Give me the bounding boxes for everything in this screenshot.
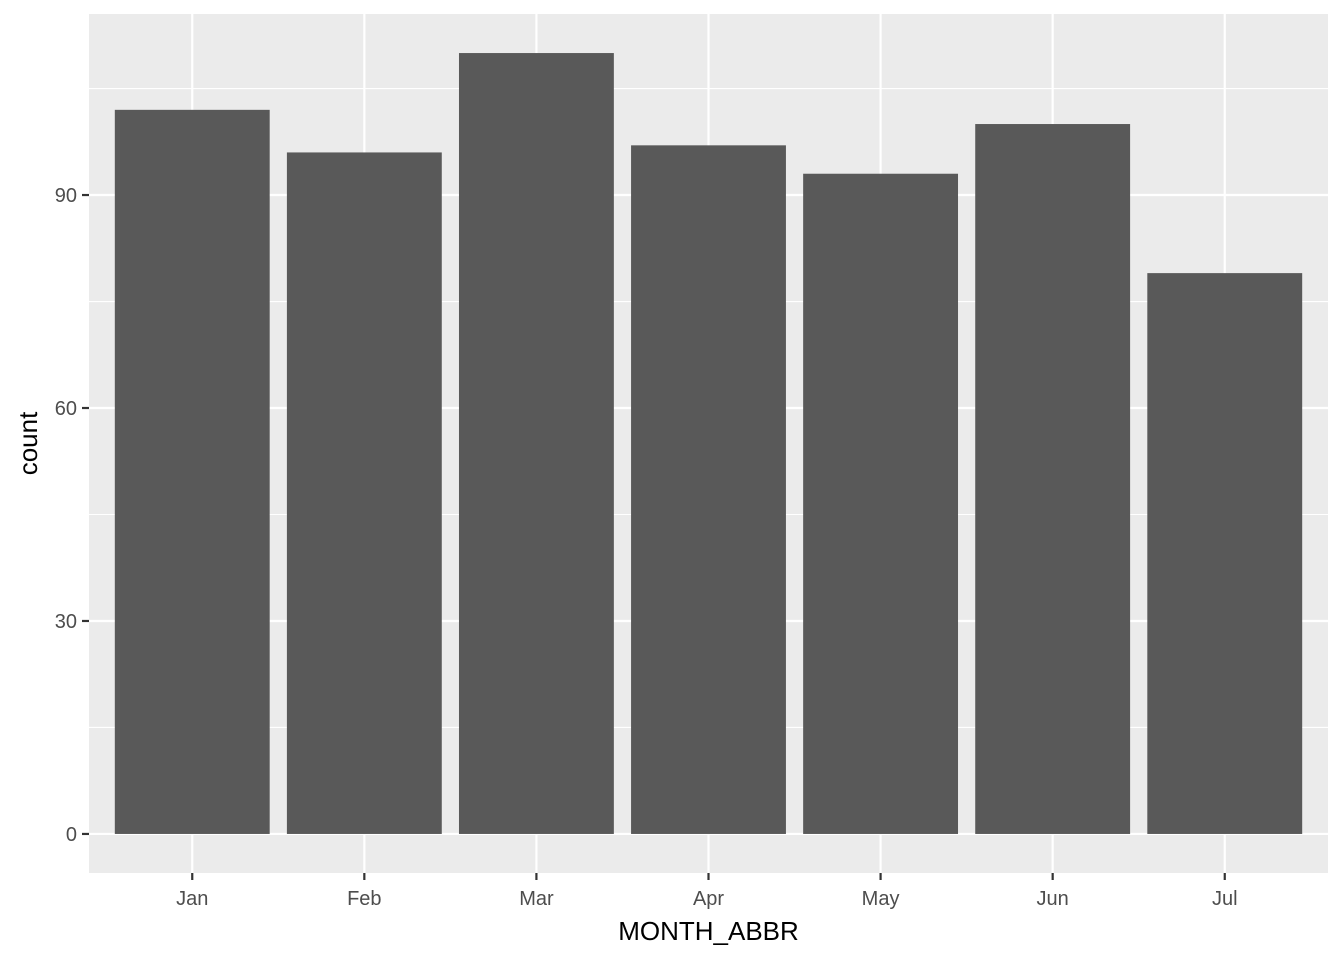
y-tick-label: 90 — [55, 185, 77, 207]
x-tick-label: Jan — [176, 888, 208, 910]
x-tick-label: Apr — [693, 888, 724, 910]
y-axis-title: count — [13, 411, 43, 475]
y-axis: 0 30 60 90 — [55, 185, 89, 846]
y-tick-label: 0 — [66, 824, 77, 846]
x-axis-title: MONTH_ABBR — [618, 916, 799, 946]
x-tick-label: Jul — [1212, 888, 1238, 910]
bar-jan — [114, 109, 270, 834]
bar-feb — [286, 152, 442, 834]
bar-may — [803, 173, 959, 834]
bar-jul — [1147, 273, 1303, 834]
y-tick-label: 60 — [55, 398, 77, 420]
bar-mar — [458, 53, 614, 834]
x-tick-label: Mar — [519, 888, 554, 910]
x-tick-label: Jun — [1037, 888, 1069, 910]
x-tick-label: Feb — [347, 888, 381, 910]
bars — [114, 53, 1303, 834]
y-tick-label: 30 — [55, 611, 77, 633]
x-axis: Jan Feb Mar Apr May Jun Jul — [176, 873, 1238, 910]
bar-apr — [631, 145, 786, 834]
x-tick-label: May — [862, 888, 900, 910]
bar-jun — [975, 124, 1131, 834]
